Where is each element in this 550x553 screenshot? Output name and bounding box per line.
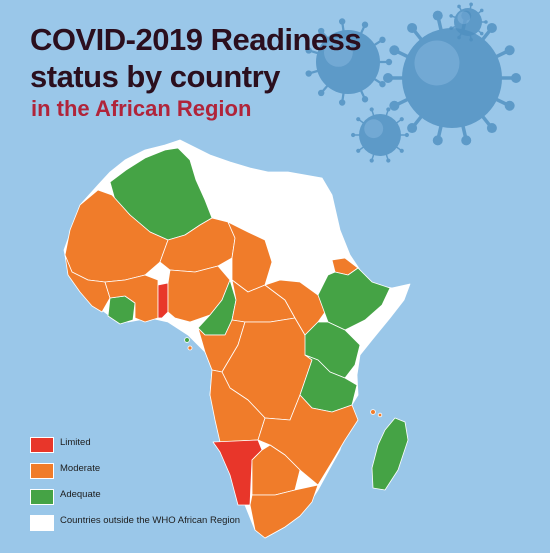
virus-highlight: [324, 38, 353, 67]
virus-spike-tip: [511, 73, 521, 83]
virus-spike-tip: [383, 73, 393, 83]
virus-spike-tip: [404, 132, 409, 138]
virus-highlight: [457, 11, 471, 25]
legend-label-limited: Limited: [60, 437, 91, 448]
country-madagascar: [371, 417, 409, 491]
virus-spike-tip: [305, 47, 312, 54]
virus-spike-tip: [399, 148, 404, 153]
island-sao-tome: [184, 337, 190, 343]
coronavirus-decoration: [305, 2, 521, 163]
coronavirus-icon-tiny: [449, 2, 488, 42]
virus-spike-tip: [432, 10, 443, 21]
virus-spike-tip: [317, 27, 325, 35]
virus-spike-tip: [338, 99, 346, 106]
country-south-africa: [249, 484, 319, 539]
virus-spike-tip: [407, 22, 418, 33]
virus-spike-tip: [469, 2, 473, 7]
virus-spike-tip: [479, 31, 484, 36]
coronavirus-icon-medium: [305, 18, 393, 106]
legend-label-moderate: Moderate: [60, 463, 101, 474]
legend-item-adequate: Adequate: [30, 489, 101, 505]
legend-swatch-outside: [30, 515, 54, 531]
page-title-line-1: COVID-2019 Readiness: [30, 22, 362, 57]
virus-spike-tip: [486, 123, 497, 134]
virus-spike-tip: [369, 158, 374, 163]
virus-spike-tip: [338, 18, 346, 25]
virus-spike-tip: [386, 158, 391, 163]
virus-spike-tip: [479, 8, 484, 13]
virus-body: [359, 114, 401, 156]
virus-spike-tip: [361, 96, 369, 103]
island-comoros-2: [377, 412, 383, 418]
page-title-line-2: status by country: [30, 59, 280, 94]
legend-label-outside: Countries outside the WHO African Region: [60, 515, 241, 526]
virus-spike-tip: [407, 123, 418, 134]
virus-spike-tip: [379, 80, 386, 88]
virus-body: [454, 8, 482, 36]
virus-spike-tip: [399, 117, 404, 122]
legend-swatch-adequate: [30, 489, 54, 505]
country-ethiopia: [317, 267, 391, 331]
virus-highlight: [364, 119, 384, 139]
virus-spike-tip: [457, 4, 461, 9]
virus-spike-tip: [389, 100, 400, 111]
virus-spike-tip: [386, 107, 391, 112]
legend-swatch-moderate: [30, 463, 54, 479]
country-south-sudan: [264, 279, 329, 336]
island-comoros: [370, 409, 376, 415]
virus-spike-tip: [504, 100, 515, 111]
virus-spike-tip: [504, 45, 515, 56]
virus-spike-tip: [461, 135, 472, 146]
island-bioko: [187, 345, 193, 351]
legend-item-outside: Countries outside the WHO African Region: [30, 515, 240, 531]
virus-spike-tip: [305, 70, 312, 77]
virus-spike-tip: [379, 36, 386, 44]
virus-highlight: [414, 40, 460, 86]
virus-spike-tip: [356, 117, 361, 122]
coronavirus-icon-small: [351, 107, 409, 163]
virus-spike-tip: [389, 45, 400, 56]
country-togo-benin: [157, 282, 169, 319]
virus-spike-tip: [484, 20, 488, 24]
legend-item-moderate: Moderate: [30, 463, 100, 479]
virus-body: [402, 28, 502, 128]
virus-spike-tip: [361, 21, 369, 28]
page-subtitle: in the African Region: [31, 96, 252, 121]
country-cote-divoire-ghana: [104, 274, 159, 323]
virus-spike-tip: [449, 14, 453, 18]
virus-spike-tip: [469, 37, 473, 42]
country-coastal-west: [64, 254, 111, 313]
virus-spike-tip: [457, 35, 461, 40]
virus-spike-tip: [356, 148, 361, 153]
coronavirus-icon-large: [383, 10, 521, 146]
legend-item-limited: Limited: [30, 437, 91, 453]
virus-body: [316, 30, 380, 94]
legend-label-adequate: Adequate: [60, 489, 101, 500]
virus-spike-tip: [486, 22, 497, 33]
virus-spike-tip: [351, 132, 356, 138]
virus-spike-tip: [449, 26, 453, 30]
legend-swatch-limited: [30, 437, 54, 453]
virus-spike-tip: [317, 89, 325, 97]
virus-spike-tip: [369, 107, 374, 112]
virus-spike-tip: [432, 135, 443, 146]
virus-spike-tip: [385, 58, 393, 66]
